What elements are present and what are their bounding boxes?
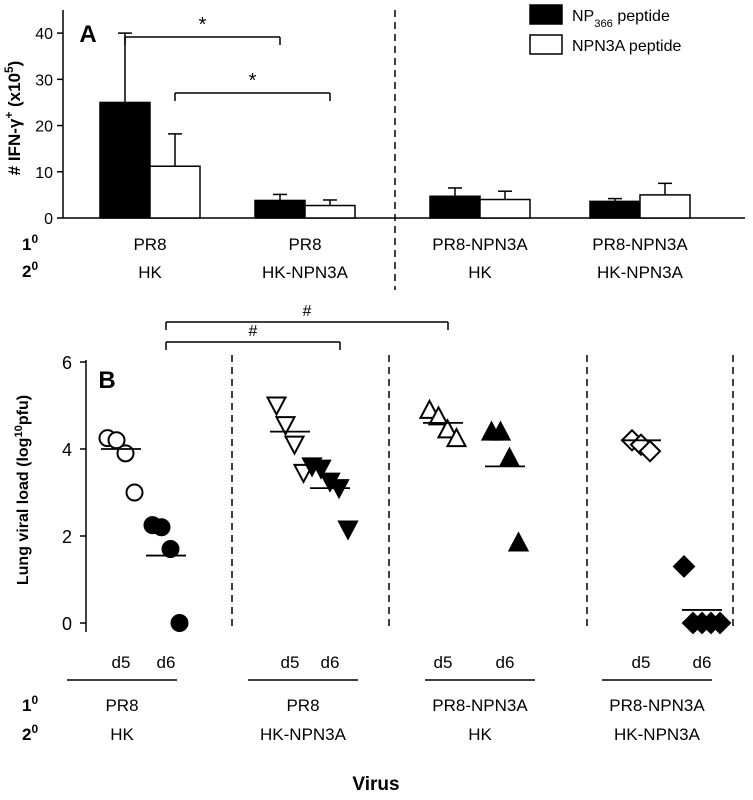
row-label-secondary: 20	[22, 722, 38, 744]
group-secondary-label: HK	[468, 263, 492, 282]
group-secondary-label: HK-NPN3A	[614, 725, 701, 744]
bar	[589, 200, 641, 219]
legend-label: NPN3A peptide	[572, 38, 682, 55]
row-label-secondary: 20	[22, 259, 38, 281]
y-tick-label: 30	[35, 72, 53, 89]
data-point	[152, 518, 171, 537]
row-label-primary: 10	[22, 693, 38, 715]
data-point	[498, 446, 521, 467]
significance-hash: #	[303, 303, 312, 320]
data-point	[672, 555, 696, 578]
group-primary-label: PR8-NPN3A	[432, 696, 528, 715]
y-tick-label: 0	[44, 211, 53, 228]
data-point	[445, 426, 468, 448]
day-label: d5	[281, 653, 300, 672]
group-secondary-label: HK	[138, 263, 162, 282]
y-axis-label: Lung viral load (log10pfu)	[13, 395, 32, 585]
data-point	[638, 439, 662, 463]
group-primary-label: PR8	[133, 235, 166, 254]
bar	[99, 101, 151, 219]
y-tick-label: 10	[35, 165, 53, 182]
day-label: d5	[112, 653, 131, 672]
legend-swatch	[529, 4, 563, 25]
data-point	[489, 420, 512, 441]
group-primary-label: PR8	[288, 235, 321, 254]
group-primary-label: PR8	[105, 696, 138, 715]
bar	[254, 199, 306, 219]
y-axis-label: # IFN-γ+ (x105)	[2, 61, 24, 176]
data-point	[265, 396, 288, 417]
bar	[149, 165, 201, 219]
day-label: d6	[157, 653, 176, 672]
data-point	[436, 418, 459, 439]
group-primary-label: PR8	[286, 696, 319, 715]
significance-hash: #	[249, 323, 258, 340]
day-label: d5	[632, 653, 651, 672]
data-point	[161, 540, 180, 559]
data-point	[274, 416, 297, 437]
group-secondary-label: HK	[468, 725, 492, 744]
y-tick-label: 2	[62, 527, 72, 547]
y-tick-label: 20	[35, 119, 53, 136]
data-point	[427, 405, 450, 426]
data-point	[310, 459, 332, 480]
legend-label: NP366 peptide	[572, 8, 670, 30]
day-label: d5	[434, 653, 453, 672]
data-point	[170, 614, 189, 632]
panel-label-b: B	[98, 367, 115, 394]
group-secondary-label: HK-NPN3A	[262, 263, 349, 282]
day-label: d6	[321, 653, 340, 672]
data-point	[116, 444, 135, 463]
group-secondary-label: HK	[110, 725, 134, 744]
panel-label-a: A	[79, 21, 96, 48]
bar	[639, 194, 691, 219]
row-label-primary: 10	[22, 232, 38, 254]
panel-b: 0 2 4 6 Lung viral load (log10pfu) Bd5 d6 PR8 HK…	[13, 303, 734, 795]
group-primary-label: PR8-NPN3A	[432, 235, 528, 254]
data-point	[708, 611, 732, 635]
group-secondary-label: HK-NPN3A	[260, 725, 347, 744]
panel-a: 0 10 20 30 40 # IFN-γ+ (x105) A * * NP366 peptide…	[2, 4, 745, 290]
significance-star: *	[249, 70, 257, 92]
day-label: d6	[693, 653, 712, 672]
significance-star: *	[199, 14, 207, 36]
group-secondary-label: HK-NPN3A	[597, 263, 684, 282]
x-axis-label: Virus	[352, 774, 399, 795]
bar	[429, 195, 481, 219]
group-primary-label: PR8-NPN3A	[592, 235, 688, 254]
legend-swatch	[529, 34, 563, 55]
y-tick-label: 4	[62, 440, 72, 460]
y-tick-label: 0	[62, 614, 72, 634]
bar	[479, 198, 531, 219]
day-label: d6	[496, 653, 515, 672]
y-tick-label: 6	[62, 353, 72, 373]
group-primary-label: PR8-NPN3A	[609, 696, 705, 715]
data-point	[418, 398, 441, 419]
data-point	[337, 520, 359, 541]
data-point	[125, 483, 144, 502]
y-tick-label: 40	[35, 26, 53, 43]
data-point	[507, 531, 530, 552]
data-point	[283, 435, 306, 456]
bar	[304, 204, 356, 219]
